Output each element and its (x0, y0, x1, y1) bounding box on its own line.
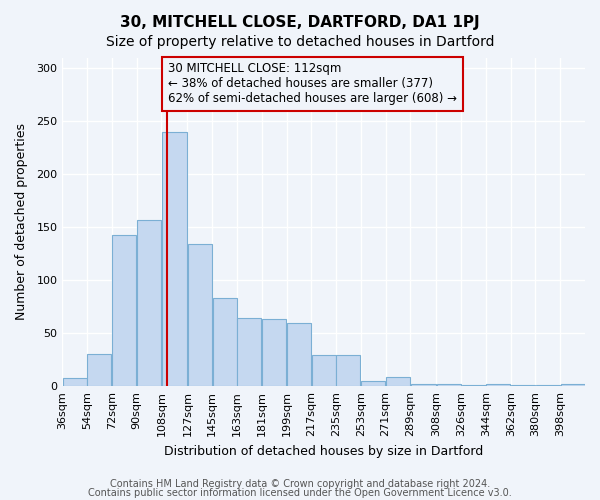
Bar (386, 376, 410, 386)
Y-axis label: Number of detached properties: Number of detached properties (15, 124, 28, 320)
Text: Contains HM Land Registry data © Crown copyright and database right 2024.: Contains HM Land Registry data © Crown c… (110, 479, 490, 489)
Bar (461, 385, 485, 386)
Bar (262, 320, 286, 386)
Bar (410, 384, 436, 386)
Bar (238, 318, 262, 386)
Bar (361, 381, 385, 386)
Bar (212, 298, 236, 386)
Text: 30, MITCHELL CLOSE, DARTFORD, DA1 1PJ: 30, MITCHELL CLOSE, DARTFORD, DA1 1PJ (120, 15, 480, 30)
Bar (511, 385, 535, 386)
Bar (287, 322, 311, 386)
Bar (88, 354, 112, 386)
Bar (188, 244, 212, 386)
Bar (112, 234, 136, 386)
Bar (62, 378, 87, 386)
Bar (311, 356, 335, 386)
Bar (161, 132, 187, 386)
Bar (560, 384, 584, 386)
Bar (137, 220, 161, 386)
Bar (536, 385, 560, 386)
Bar (437, 384, 461, 386)
Text: 30 MITCHELL CLOSE: 112sqm
← 38% of detached houses are smaller (377)
62% of semi: 30 MITCHELL CLOSE: 112sqm ← 38% of detac… (168, 62, 457, 106)
X-axis label: Distribution of detached houses by size in Dartford: Distribution of detached houses by size … (164, 444, 483, 458)
Bar (487, 384, 511, 386)
Text: Size of property relative to detached houses in Dartford: Size of property relative to detached ho… (106, 35, 494, 49)
Bar (337, 356, 361, 386)
Text: Contains public sector information licensed under the Open Government Licence v3: Contains public sector information licen… (88, 488, 512, 498)
